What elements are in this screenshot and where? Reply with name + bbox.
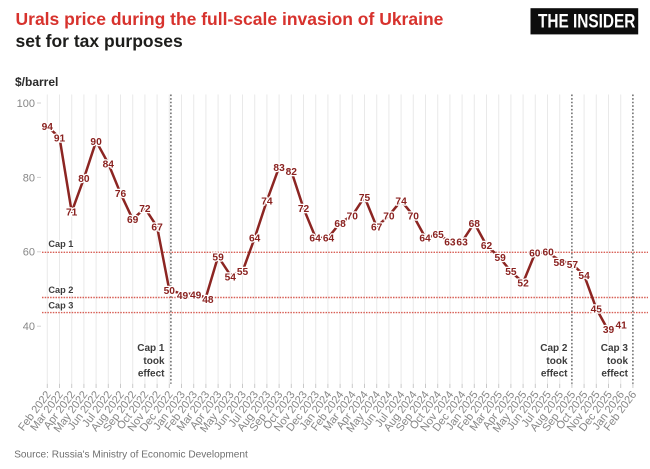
svg-text:took: took xyxy=(546,356,568,367)
svg-text:Cap 1: Cap 1 xyxy=(48,239,73,249)
svg-text:74: 74 xyxy=(261,197,273,208)
svg-text:Cap 2: Cap 2 xyxy=(540,343,568,354)
svg-text:59: 59 xyxy=(212,252,224,263)
svg-text:effect: effect xyxy=(601,369,628,380)
svg-text:67: 67 xyxy=(371,223,383,234)
svg-text:80: 80 xyxy=(78,174,90,185)
svg-text:63: 63 xyxy=(444,237,456,248)
svg-text:76: 76 xyxy=(115,189,127,200)
svg-text:55: 55 xyxy=(237,267,249,278)
svg-text:80: 80 xyxy=(23,172,35,184)
svg-text:took: took xyxy=(607,356,629,367)
svg-text:60: 60 xyxy=(23,247,35,259)
svg-text:70: 70 xyxy=(383,211,395,222)
svg-text:39: 39 xyxy=(603,325,615,336)
svg-text:58: 58 xyxy=(554,258,566,269)
svg-text:100: 100 xyxy=(17,98,35,110)
svg-text:41: 41 xyxy=(616,320,628,331)
svg-text:83: 83 xyxy=(273,163,285,174)
svg-text:45: 45 xyxy=(591,304,603,315)
svg-text:84: 84 xyxy=(103,159,115,170)
svg-text:82: 82 xyxy=(286,167,298,178)
svg-text:63: 63 xyxy=(456,237,468,248)
svg-text:67: 67 xyxy=(151,223,163,234)
svg-text:90: 90 xyxy=(90,137,102,148)
svg-text:64: 64 xyxy=(309,234,321,245)
svg-text:72: 72 xyxy=(298,204,310,215)
svg-text:$/barrel: $/barrel xyxy=(15,75,58,89)
svg-text:68: 68 xyxy=(334,219,346,230)
svg-text:effect: effect xyxy=(541,369,568,380)
svg-text:72: 72 xyxy=(139,204,151,215)
svg-text:70: 70 xyxy=(347,211,359,222)
svg-text:91: 91 xyxy=(54,133,66,144)
svg-text:THE INSIDER: THE INSIDER xyxy=(538,10,636,32)
svg-text:60: 60 xyxy=(529,249,541,260)
svg-text:71: 71 xyxy=(66,208,78,219)
svg-text:48: 48 xyxy=(202,295,214,306)
svg-text:40: 40 xyxy=(23,321,35,333)
svg-text:94: 94 xyxy=(42,122,54,133)
svg-text:69: 69 xyxy=(127,215,139,226)
svg-text:50: 50 xyxy=(164,286,176,297)
svg-text:took: took xyxy=(143,356,165,367)
svg-text:65: 65 xyxy=(433,230,445,241)
svg-text:60: 60 xyxy=(543,248,555,259)
svg-text:Cap 1: Cap 1 xyxy=(137,343,165,354)
svg-text:62: 62 xyxy=(481,241,493,252)
svg-text:59: 59 xyxy=(495,253,507,264)
svg-text:54: 54 xyxy=(578,271,590,282)
svg-text:Urals price during the full-sc: Urals price during the full-scale invasi… xyxy=(16,9,444,29)
svg-text:52: 52 xyxy=(517,278,529,289)
svg-text:55: 55 xyxy=(505,267,517,278)
svg-text:74: 74 xyxy=(395,197,407,208)
svg-text:64: 64 xyxy=(419,234,431,245)
svg-text:set for tax purposes: set for tax purposes xyxy=(16,31,184,51)
svg-text:54: 54 xyxy=(225,272,237,283)
svg-text:Cap 3: Cap 3 xyxy=(48,300,73,310)
svg-text:68: 68 xyxy=(469,219,481,230)
svg-text:64: 64 xyxy=(323,234,335,245)
svg-text:49: 49 xyxy=(177,291,189,302)
svg-text:Cap 3: Cap 3 xyxy=(601,343,629,354)
svg-text:70: 70 xyxy=(408,211,420,222)
svg-text:Cap 2: Cap 2 xyxy=(48,285,73,295)
svg-text:effect: effect xyxy=(138,369,165,380)
svg-text:64: 64 xyxy=(249,234,261,245)
svg-text:75: 75 xyxy=(359,193,371,204)
svg-text:49: 49 xyxy=(190,291,202,302)
svg-text:Source: Russia's Ministry of E: Source: Russia's Ministry of Economic De… xyxy=(14,450,248,461)
svg-text:57: 57 xyxy=(567,260,579,271)
